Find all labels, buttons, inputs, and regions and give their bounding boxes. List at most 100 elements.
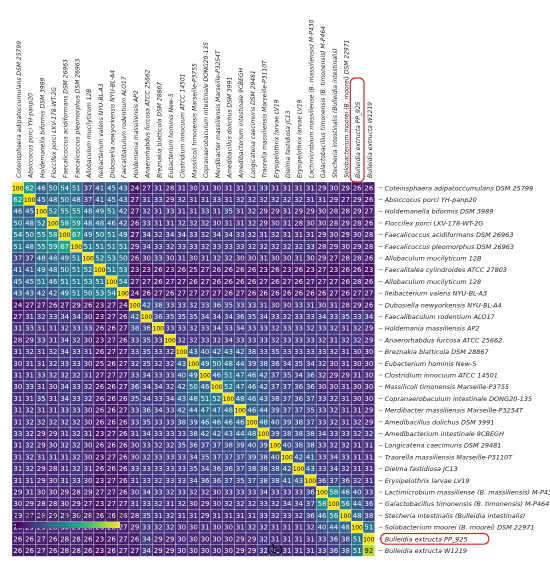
cell-value: 31 [165, 500, 174, 508]
col-label: Anaerorhabdus furcosa ATCC 25662 [145, 69, 152, 179]
cell-value: 27 [107, 371, 116, 379]
cell-value: 34 [60, 395, 69, 403]
cell-value: 26 [189, 278, 198, 286]
cell-value: 33 [154, 336, 163, 344]
cell-value: 27 [119, 383, 128, 391]
cell-value: 27 [119, 524, 128, 532]
cell-value: 26 [107, 383, 116, 391]
cell-value: 33 [154, 465, 163, 473]
cell-value: 31 [84, 430, 93, 438]
cell-value: 33 [329, 430, 338, 438]
cell-value: 33 [294, 313, 303, 321]
cell-value: 32 [72, 371, 81, 379]
row-label: Faecalicoccus pleomorphus DSM 26963 [385, 243, 514, 251]
cell-value: 34 [142, 488, 151, 496]
cell-value: 35 [37, 395, 46, 403]
cell-value: 48 [72, 196, 81, 204]
cell-value: 46 [212, 418, 221, 426]
row-label: Copranaerobaculum intestinale DONG20-135 [385, 395, 532, 403]
col-label: Galactobacillus timonensis (B. timonensi… [320, 26, 327, 178]
cell-value: 30 [13, 500, 22, 508]
cell-value: 30 [224, 524, 233, 532]
cell-value: 32 [353, 477, 362, 485]
cell-value: 23 [95, 500, 104, 508]
cell-value: 43 [25, 290, 34, 298]
cell-value: 33 [13, 430, 22, 438]
cell-value: 42 [177, 407, 186, 415]
cell-value: 42 [48, 290, 57, 298]
cell-value: 29 [154, 547, 163, 555]
cell-value: 100 [305, 478, 317, 485]
cell-value: 34 [224, 336, 233, 344]
cell-value: 100 [12, 185, 24, 192]
cell-value: 37 [306, 500, 315, 508]
highlight-col-box [349, 77, 365, 183]
cell-value: 27 [130, 547, 139, 555]
cell-value: 30 [212, 219, 221, 227]
cell-value: 34 [60, 348, 69, 356]
cell-value: 35 [224, 208, 233, 216]
cell-value: 33 [130, 336, 139, 344]
cell-value: 30 [212, 500, 221, 508]
cell-value: 32 [224, 254, 233, 262]
cell-value: 33 [306, 336, 315, 344]
cell-value: 32 [329, 442, 338, 450]
cell-value: 51 [224, 371, 233, 379]
cell-value: 34 [142, 395, 151, 403]
cell-value: 26 [247, 266, 256, 274]
colorbar-tick-label: 20 [12, 513, 20, 520]
cell-value: 26 [25, 535, 34, 543]
cell-value: 26 [130, 219, 139, 227]
cell-value: 50 [189, 383, 198, 391]
cell-value: 26 [119, 336, 128, 344]
cell-value: 34 [329, 465, 338, 473]
cell-value: 27 [119, 535, 128, 543]
cell-value: 38 [259, 360, 268, 368]
cell-value: 33 [201, 301, 210, 309]
cell-value: 100 [106, 279, 118, 286]
cell-value: 31 [154, 219, 163, 227]
cell-value: 42 [119, 219, 128, 227]
cell-value: 29 [341, 219, 350, 227]
cell-value: 32 [259, 535, 268, 543]
cell-value: 33 [201, 336, 210, 344]
cell-value: 29 [25, 500, 34, 508]
cell-value: 26 [119, 418, 128, 426]
cell-value: 32 [201, 488, 210, 496]
cell-value: 32 [259, 524, 268, 532]
cell-value: 51 [201, 395, 210, 403]
cell-value: 31 [25, 360, 34, 368]
cell-value: 28 [318, 243, 327, 251]
cell-value: 30 [84, 313, 93, 321]
cell-value: 35 [271, 348, 280, 356]
row-label: Allobaculum mucilyticum 12B [384, 254, 482, 262]
cell-value: 29 [364, 418, 373, 426]
cell-value: 30 [212, 547, 221, 555]
cell-value: 23 [95, 430, 104, 438]
cell-value: 33 [154, 371, 163, 379]
cell-value: 33 [154, 488, 163, 496]
col-label: Bulleidia extructa W1219 [367, 102, 374, 178]
cell-value: 38 [259, 453, 268, 461]
cell-value: 29 [165, 196, 174, 204]
row-label: Dubosiella newyorkensis NYU-BL-A4 [385, 301, 502, 309]
cell-value: 34 [224, 231, 233, 239]
cell-value: 39 [271, 430, 280, 438]
cell-value: 30 [224, 547, 233, 555]
row-label: Holdemanella biformis DSM 3989 [385, 208, 494, 216]
cell-value: 31 [13, 395, 22, 403]
cell-value: 100 [223, 396, 235, 403]
cell-value: 26 [282, 290, 291, 298]
cell-value: 27 [130, 231, 139, 239]
cell-value: 35 [224, 301, 233, 309]
cell-value: 32 [165, 383, 174, 391]
cell-value: 31 [25, 313, 34, 321]
cell-value: 30 [13, 360, 22, 368]
cell-value: 32 [48, 371, 57, 379]
cell-value: 31 [341, 383, 350, 391]
cell-value: 26 [95, 348, 104, 356]
cell-value: 51 [72, 254, 81, 262]
cell-value: 32 [189, 219, 198, 227]
cell-value: 32 [165, 442, 174, 450]
cell-value: 35 [201, 453, 210, 461]
